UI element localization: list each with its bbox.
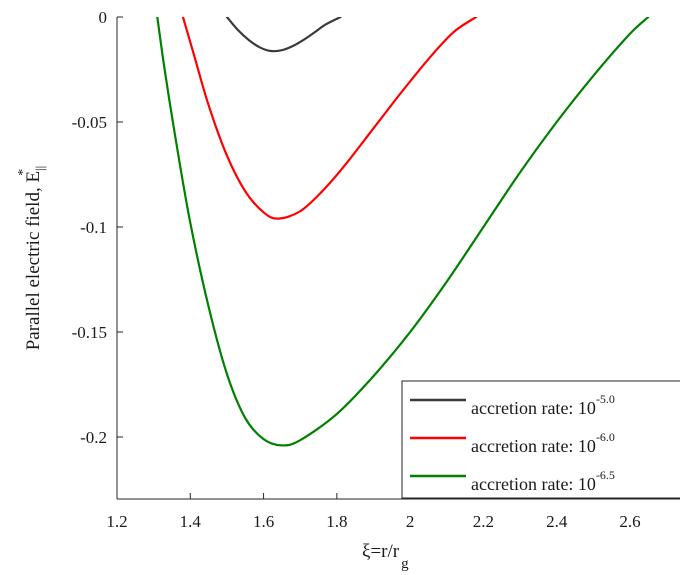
x-tick-label: 2.6 bbox=[619, 512, 640, 531]
x-axis-title: ξ=r/rg bbox=[362, 541, 409, 572]
y-axis-title-sup: * bbox=[16, 169, 31, 176]
x-tick-label: 1.8 bbox=[326, 512, 347, 531]
legend-label-exponent-1: -6.0 bbox=[596, 430, 615, 444]
series-line-0 bbox=[225, 17, 342, 53]
legend-label-1: accretion rate: 10-6.0 bbox=[471, 430, 615, 456]
legend-label-text-1: accretion rate: 10 bbox=[471, 436, 596, 456]
y-tick-labels: 0 -0.05 -0.1 -0.15 -0.2 bbox=[72, 8, 107, 447]
ticks-group bbox=[116, 16, 631, 499]
x-axis-title-main: ξ=r/r bbox=[362, 541, 400, 562]
y-tick-label: -0.2 bbox=[80, 428, 107, 447]
x-tick-label: 2.4 bbox=[546, 512, 568, 531]
legend-label-exponent-2: -6.5 bbox=[596, 468, 615, 482]
series-group bbox=[156, 17, 650, 447]
x-tick-label: 2.2 bbox=[473, 512, 494, 531]
y-tick-label: -0.05 bbox=[72, 113, 107, 132]
legend-label-0: accretion rate: 10-5.0 bbox=[471, 392, 615, 418]
x-tick-label: 1.6 bbox=[253, 512, 274, 531]
legend-label-text-0: accretion rate: 10 bbox=[471, 398, 596, 418]
legend-label-text-2: accretion rate: 10 bbox=[471, 474, 596, 494]
x-tick-label: 1.2 bbox=[106, 512, 127, 531]
y-tick-label: -0.15 bbox=[72, 323, 107, 342]
y-axis-title: Parallel electric field, E||* bbox=[16, 166, 47, 351]
legend-label-exponent-0: -5.0 bbox=[596, 392, 615, 406]
y-tick-label: -0.1 bbox=[80, 218, 107, 237]
series-line-1 bbox=[181, 17, 478, 220]
x-tick-label: 2 bbox=[406, 512, 415, 531]
legend-label-2: accretion rate: 10-6.5 bbox=[471, 468, 615, 494]
series-line-2 bbox=[156, 17, 650, 447]
x-axis-title-sub: g bbox=[401, 556, 409, 572]
y-axis-title-main: Parallel electric field, E bbox=[23, 171, 44, 350]
y-tick-label: 0 bbox=[99, 8, 108, 27]
y-axis-title-sub: || bbox=[32, 166, 47, 171]
x-tick-label: 1.4 bbox=[180, 512, 202, 531]
x-tick-labels: 1.2 1.4 1.6 1.8 2 2.2 2.4 2.6 bbox=[106, 512, 640, 531]
